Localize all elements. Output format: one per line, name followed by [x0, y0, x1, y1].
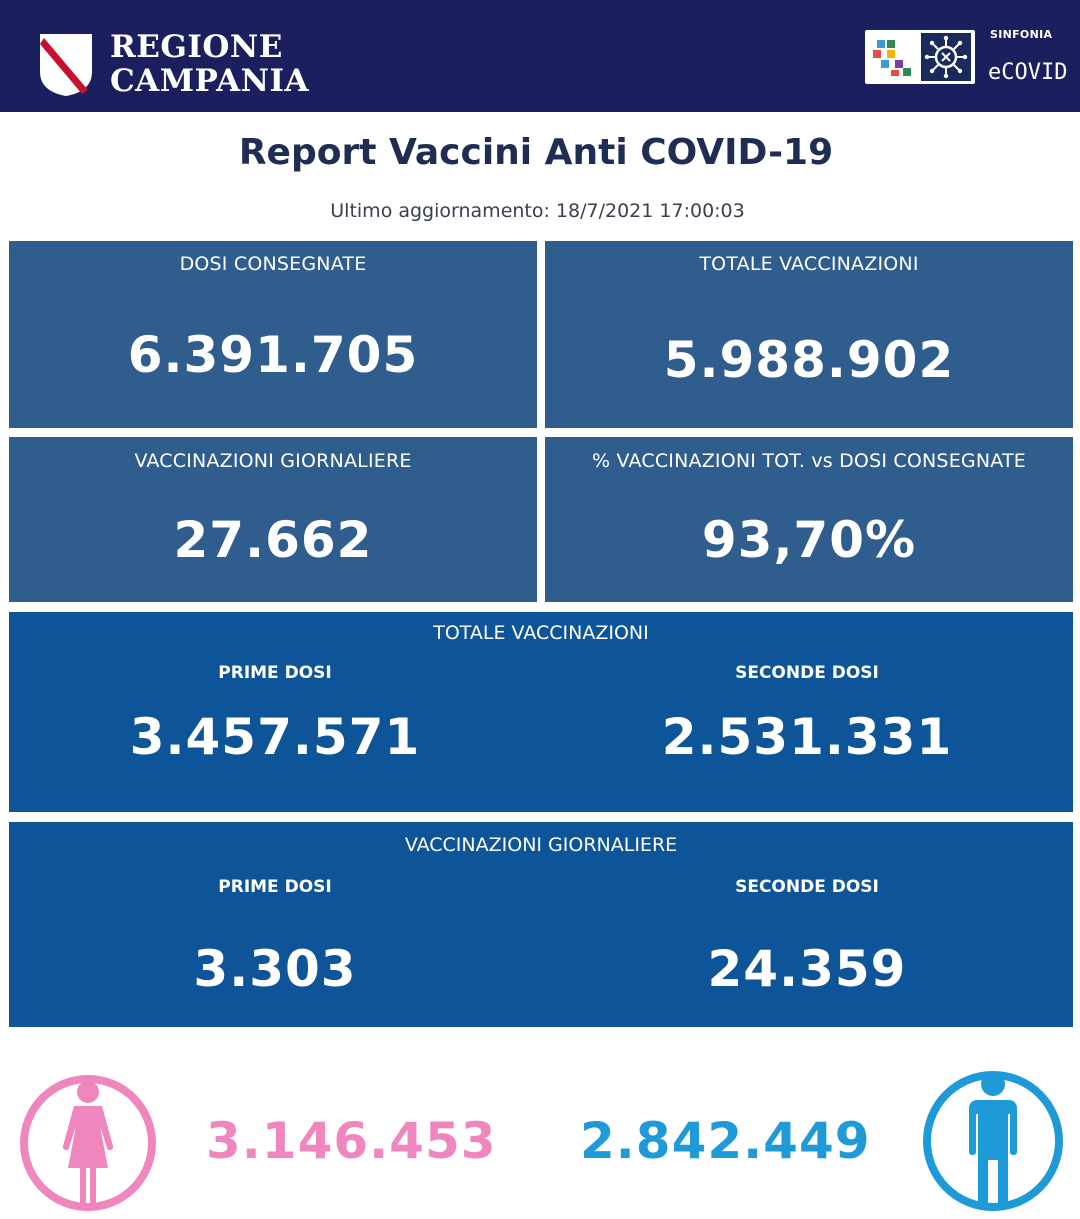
last-updated: Ultimo aggiornamento: 18/7/2021 17:00:03 — [330, 200, 745, 222]
ecovid-logo — [865, 30, 975, 84]
seconde-dosi-label: SECONDE DOSI — [735, 663, 879, 683]
card-label: TOTALE VACCINAZIONI — [699, 253, 919, 275]
male-vaccinations-value: 2.842.449 — [580, 1112, 871, 1170]
prime-dosi-label: PRIME DOSI — [218, 663, 332, 683]
seconde-dosi-label: SECONDE DOSI — [735, 877, 879, 897]
region-name-line1: REGIONE — [110, 29, 283, 65]
app-header: REGIONE CAMPANIA — [0, 0, 1080, 112]
prime-dosi-label: PRIME DOSI — [218, 877, 332, 897]
prime-dosi-value: 3.303 — [193, 940, 357, 998]
card-value: 6.391.705 — [127, 326, 419, 384]
seconde-dosi-value: 24.359 — [707, 940, 907, 998]
card-percentuale: % VACCINAZIONI TOT. vs DOSI CONSEGNATE 9… — [545, 437, 1073, 602]
card-value: 27.662 — [173, 511, 373, 569]
panel-title: VACCINAZIONI GIORNALIERE — [404, 834, 678, 856]
region-name: REGIONE CAMPANIA — [110, 30, 309, 98]
card-label: % VACCINAZIONI TOT. vs DOSI CONSEGNATE — [592, 450, 1026, 472]
card-value: 5.988.902 — [663, 331, 955, 389]
card-value: 93,70% — [701, 511, 917, 569]
region-name-line2: CAMPANIA — [110, 63, 310, 99]
virus-icon — [921, 33, 971, 81]
card-label: DOSI CONSEGNATE — [179, 253, 367, 275]
card-totale-vaccinazioni: TOTALE VACCINAZIONI 5.988.902 — [545, 241, 1073, 428]
panel-totale-vaccinazioni: TOTALE VACCINAZIONI PRIME DOSI 3.457.571… — [9, 612, 1073, 812]
male-person-icon — [923, 1071, 1063, 1211]
card-label: VACCINAZIONI GIORNALIERE — [134, 450, 412, 472]
brand-small: SINFONIA — [990, 28, 1053, 41]
prime-dosi-value: 3.457.571 — [129, 708, 421, 766]
card-vaccinazioni-giornaliere: VACCINAZIONI GIORNALIERE 27.662 — [9, 437, 537, 602]
pixel-grid-icon — [873, 40, 911, 76]
female-person-icon — [20, 1075, 156, 1211]
panel-title: TOTALE VACCINAZIONI — [433, 622, 649, 644]
region-campania-logo-icon — [40, 34, 92, 96]
seconde-dosi-value: 2.531.331 — [661, 708, 953, 766]
page-title: Report Vaccini Anti COVID-19 — [238, 132, 834, 173]
brand-main: eCOVID — [988, 60, 1068, 85]
panel-vaccinazioni-giornaliere: VACCINAZIONI GIORNALIERE PRIME DOSI 3.30… — [9, 822, 1073, 1027]
female-vaccinations-value: 3.146.453 — [206, 1112, 497, 1170]
card-dosi-consegnate: DOSI CONSEGNATE 6.391.705 — [9, 241, 537, 428]
